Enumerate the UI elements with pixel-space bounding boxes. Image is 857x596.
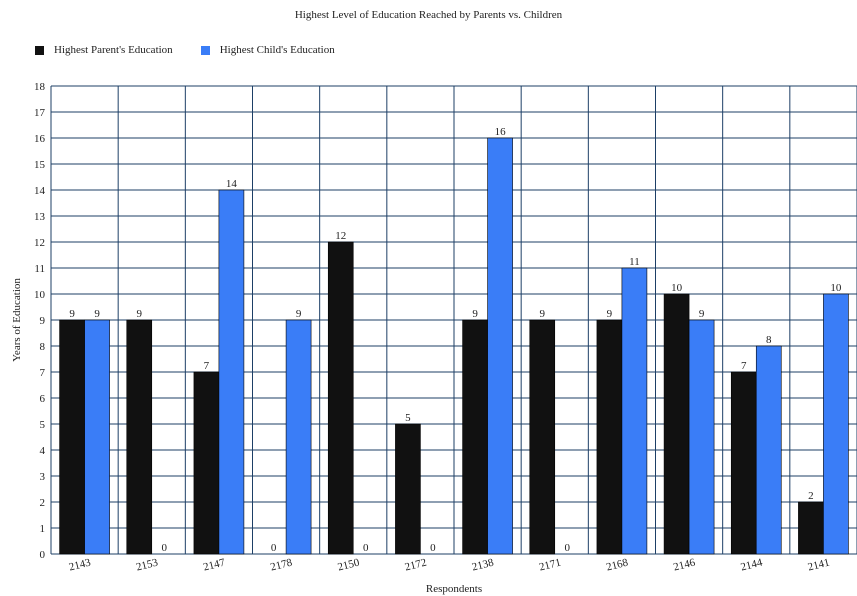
data-label-parent: 9 [472, 308, 478, 320]
x-tick-label: 2138 [471, 556, 496, 573]
data-label-child: 11 [629, 256, 640, 268]
data-label-child: 0 [162, 542, 168, 554]
y-tick-label: 17 [34, 107, 46, 119]
legend: Highest Parent's Education Highest Child… [35, 44, 363, 56]
data-label-child: 9 [296, 308, 302, 320]
bar-parent [462, 319, 488, 555]
y-tick-label: 18 [34, 81, 46, 93]
data-label-parent: 9 [607, 308, 613, 320]
bar-parent [730, 371, 757, 555]
bar-parent [59, 319, 85, 555]
data-label-parent: 9 [540, 308, 546, 320]
bar-parent [798, 501, 824, 555]
bar-parent [663, 293, 690, 555]
y-tick-label: 10 [34, 289, 46, 301]
x-tick-label: 2153 [135, 556, 160, 573]
x-tick-label: 2168 [605, 556, 630, 573]
data-label-parent: 9 [137, 308, 143, 320]
bar-parent [529, 319, 556, 555]
data-label-child: 0 [430, 542, 436, 554]
data-label-child: 0 [363, 542, 369, 554]
y-tick-label: 13 [34, 211, 46, 223]
y-tick-label: 12 [34, 237, 45, 249]
y-tick-label: 15 [34, 159, 46, 171]
x-tick-label: 2143 [68, 556, 93, 573]
bar-child [487, 137, 513, 555]
data-label-parent: 12 [335, 230, 346, 242]
bar-parent [395, 423, 421, 555]
bar-child [755, 345, 782, 555]
chart-title: Highest Level of Education Reached by Pa… [294, 9, 563, 21]
x-tick-label: 2171 [538, 557, 562, 574]
x-tick-label: 2178 [269, 556, 294, 573]
legend-swatch-parent [35, 45, 44, 55]
y-tick-label: 0 [40, 549, 46, 561]
data-label-child: 10 [830, 282, 842, 294]
data-label-child: 0 [565, 542, 571, 554]
bar-child [285, 319, 312, 555]
y-tick-label: 4 [40, 445, 46, 457]
bar-child [621, 267, 648, 555]
x-tick-label: 2144 [739, 556, 764, 573]
y-tick-label: 11 [34, 263, 45, 275]
bar-child [823, 293, 849, 555]
data-label-child: 16 [495, 126, 507, 138]
bar-parent [327, 241, 354, 555]
bar-child [218, 189, 245, 555]
x-tick-label: 2147 [202, 556, 227, 573]
y-tick-label: 6 [40, 393, 46, 405]
data-label-child: 9 [94, 308, 100, 320]
bar-parent [126, 319, 153, 555]
data-label-parent: 9 [69, 308, 75, 320]
y-tick-label: 9 [40, 315, 46, 327]
y-tick-label: 8 [40, 341, 46, 353]
data-label-parent: 10 [671, 282, 683, 294]
legend-swatch-child [200, 45, 210, 55]
bar-parent [193, 371, 220, 555]
bar-child [688, 319, 715, 555]
y-tick-label: 16 [34, 133, 46, 145]
data-label-parent: 2 [808, 490, 814, 502]
y-tick-label: 2 [40, 497, 46, 509]
x-tick-label: 2172 [404, 557, 428, 574]
y-tick-label: 3 [40, 471, 46, 483]
legend-item-parent: Highest Parent's Education [35, 44, 173, 56]
x-tick-label: 2146 [672, 556, 697, 573]
y-tick-label: 7 [40, 367, 46, 379]
x-tick-label: 2141 [807, 557, 831, 574]
y-tick-label: 14 [34, 185, 46, 197]
legend-label-parent: Highest Parent's Education [54, 44, 173, 56]
data-label-parent: 0 [271, 542, 277, 554]
data-label-child: 14 [226, 178, 238, 190]
legend-item-child: Highest Child's Education [200, 44, 335, 56]
data-label-child: 8 [766, 334, 772, 346]
x-tick-label: 2150 [336, 556, 361, 573]
y-axis-title: Years of Education [11, 278, 23, 362]
legend-label-child: Highest Child's Education [219, 44, 335, 56]
data-label-parent: 5 [405, 412, 411, 424]
x-axis-title: Respondents [426, 583, 482, 595]
data-label-parent: 7 [204, 360, 210, 372]
y-tick-label: 5 [40, 419, 46, 431]
data-label-child: 9 [699, 308, 705, 320]
bar-parent [596, 319, 623, 555]
data-label-parent: 7 [741, 360, 747, 372]
y-tick-label: 1 [40, 523, 46, 535]
bar-child [84, 319, 110, 555]
